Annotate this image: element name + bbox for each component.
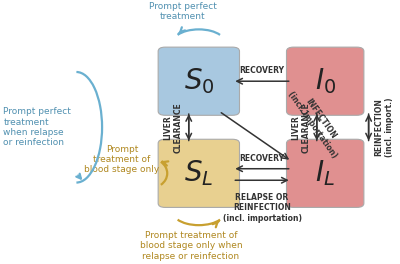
Text: Prompt treatment of
blood stage only when
relapse or reinfection: Prompt treatment of blood stage only whe…: [140, 231, 242, 261]
FancyBboxPatch shape: [286, 47, 364, 115]
Text: Prompt perfect
treatment
when relapse
or reinfection: Prompt perfect treatment when relapse or…: [3, 107, 71, 147]
Text: RECOVERY: RECOVERY: [240, 154, 284, 163]
FancyBboxPatch shape: [286, 139, 364, 208]
Text: LIVER
CLEARANCE: LIVER CLEARANCE: [292, 102, 311, 153]
Text: $S_0$: $S_0$: [184, 66, 214, 96]
Text: RECOVERY: RECOVERY: [240, 67, 284, 76]
Text: INFECTION
(incl. importation): INFECTION (incl. importation): [286, 84, 347, 159]
Text: LIVER
CLEARANCE: LIVER CLEARANCE: [164, 102, 183, 153]
Text: REINFECTION
(incl. import.): REINFECTION (incl. import.): [374, 97, 394, 157]
Text: Prompt
treatment of
blood stage only: Prompt treatment of blood stage only: [84, 145, 160, 175]
Text: $S_L$: $S_L$: [184, 158, 214, 188]
FancyBboxPatch shape: [158, 47, 240, 115]
Text: Prompt perfect
treatment: Prompt perfect treatment: [149, 2, 217, 21]
Text: $I_0$: $I_0$: [315, 66, 336, 96]
Text: $I_L$: $I_L$: [315, 158, 335, 188]
Text: RELAPSE OR
REINFECTION
(incl. importation): RELAPSE OR REINFECTION (incl. importatio…: [222, 193, 302, 223]
FancyBboxPatch shape: [158, 139, 240, 208]
